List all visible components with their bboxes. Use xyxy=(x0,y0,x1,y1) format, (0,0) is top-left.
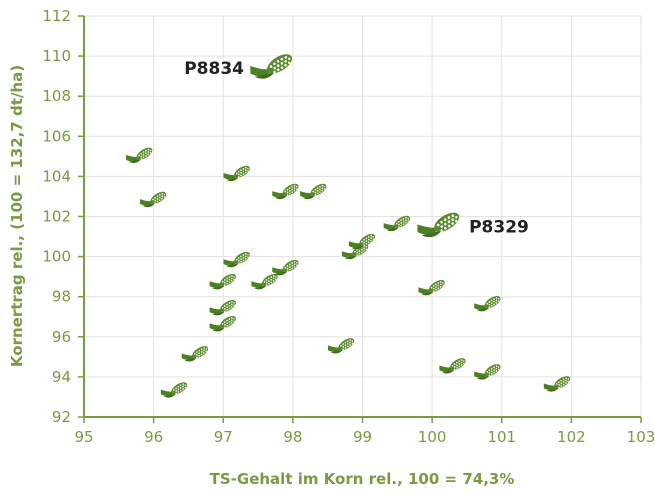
y-tick-label: 104 xyxy=(42,167,71,185)
y-tick-label: 98 xyxy=(52,288,71,306)
y-tick-label: 102 xyxy=(42,208,71,226)
y-tick-label: 108 xyxy=(42,87,71,105)
data-point-corn-icon xyxy=(223,163,252,182)
data-point-corn-icon xyxy=(139,189,169,208)
x-tick-label: 102 xyxy=(557,428,586,446)
x-axis-title: TS-Gehalt im Korn rel., 100 = 74,3% xyxy=(210,470,515,488)
y-tick-label: 96 xyxy=(52,328,71,346)
data-point-corn-icon xyxy=(439,355,468,374)
x-tick-label: 101 xyxy=(487,428,516,446)
y-axis-title: Kornertrag rel., (100 = 132,7 dt/ha) xyxy=(8,65,26,367)
y-tick-label: 92 xyxy=(52,408,71,426)
data-point-corn-icon xyxy=(250,50,296,79)
point-label: P8834 xyxy=(184,59,244,79)
x-tick-label: 98 xyxy=(283,428,302,446)
data-point-corn-icon xyxy=(209,297,238,316)
x-tick-label: 100 xyxy=(418,428,447,446)
data-point-corn-icon xyxy=(300,181,329,200)
point-label: P8329 xyxy=(469,218,529,238)
grid xyxy=(84,15,642,417)
data-point-corn-icon xyxy=(160,379,190,398)
data-point-corn-icon xyxy=(418,277,447,296)
data-point-corn-icon xyxy=(327,335,357,354)
data-point-corn-icon xyxy=(417,208,463,238)
x-tick-label: 103 xyxy=(627,428,655,446)
x-tick-label: 96 xyxy=(144,428,163,446)
data-point-corn-icon xyxy=(209,271,238,290)
data-point-corn-icon xyxy=(181,343,211,362)
data-point-corn-icon xyxy=(209,313,238,332)
y-tick-label: 94 xyxy=(52,368,71,386)
data-points: P8834 P8329 xyxy=(126,50,573,398)
x-tick-label: 99 xyxy=(353,428,372,446)
y-tick-label: 100 xyxy=(42,248,71,266)
data-point-corn-icon xyxy=(223,249,252,268)
y-tick-label: 106 xyxy=(42,127,71,145)
y-tick-labels: 92 94 96 98 100 102 104 106 108 110 112 xyxy=(42,7,84,426)
data-point-corn-icon xyxy=(126,145,155,164)
data-point-corn-icon xyxy=(272,181,301,200)
y-tick-label: 110 xyxy=(42,47,71,65)
y-tick-label: 112 xyxy=(42,7,71,25)
data-point-corn-icon xyxy=(272,257,301,276)
x-tick-label: 95 xyxy=(74,428,93,446)
x-tick-labels: 95 96 97 98 99 100 101 102 103 xyxy=(74,417,655,446)
x-tick-label: 97 xyxy=(214,428,233,446)
